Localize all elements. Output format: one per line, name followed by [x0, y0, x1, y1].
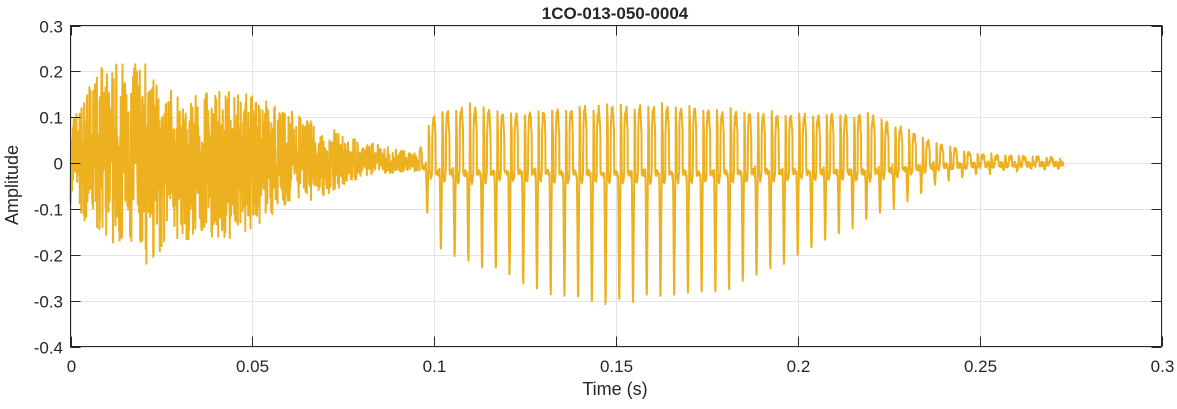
ticks: 0 0.05 0.1 0.15 0.2 0.25 0.3 -0.4 -0.3 -0.2 -0.1 0 0…: [34, 18, 1175, 377]
x-tick-label: 0.15: [600, 357, 633, 376]
plot-area: [69, 63, 1065, 306]
x-tick-label: 0.25: [964, 357, 997, 376]
y-tick-label: 0.2: [39, 63, 63, 82]
x-tick-label: 0: [67, 357, 76, 376]
y-axis-label: Amplitude: [2, 145, 22, 225]
x-tick-label: 0.1: [423, 357, 447, 376]
x-tick-label: 0.05: [236, 357, 269, 376]
y-tick-label: 0.1: [39, 109, 63, 128]
y-tick-label: -0.4: [34, 339, 63, 358]
x-axis-label: Time (s): [582, 379, 647, 399]
waveform-line: [69, 63, 1065, 306]
y-tick-label: -0.3: [34, 293, 63, 312]
x-tick-label: 0.2: [787, 357, 811, 376]
x-tick-label: 0.3: [1151, 357, 1175, 376]
y-tick-label: 0: [54, 155, 63, 174]
y-tick-label: 0.3: [39, 18, 63, 37]
y-tick-label: -0.2: [34, 247, 63, 266]
y-tick-label: -0.1: [34, 201, 63, 220]
chart-title: 1CO-013-050-0004: [542, 4, 689, 23]
